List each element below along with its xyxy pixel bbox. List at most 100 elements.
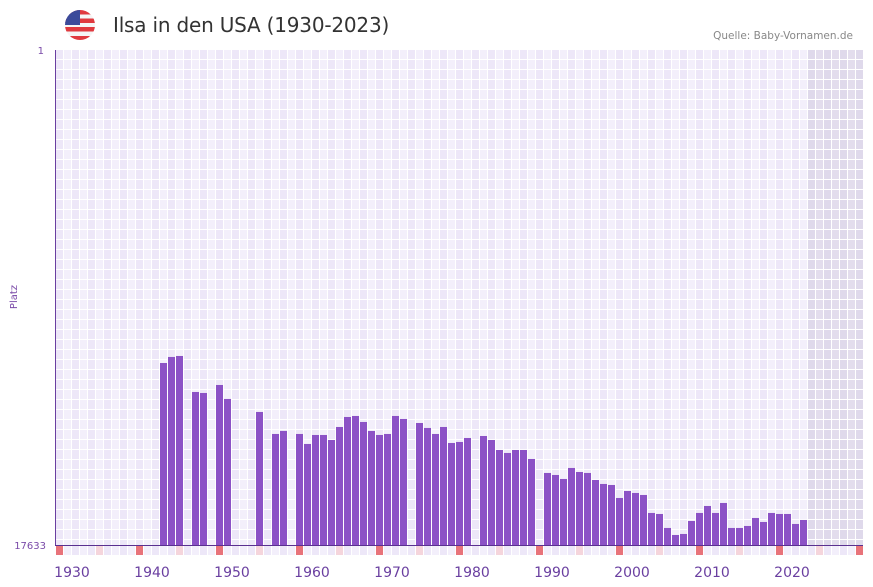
bar-1993[interactable]: 1993: 15281 <box>560 478 567 545</box>
bar-1995[interactable]: 1995: 15032 <box>576 471 583 545</box>
bar-2003[interactable]: 2003: 15851 <box>640 494 647 545</box>
bar-1943[interactable]: 1943: 11150 <box>160 362 167 545</box>
source-link[interactable]: Quelle: Baby-Vornamen.de <box>713 30 853 42</box>
bar-1968[interactable]: 1968: 13251 <box>360 421 367 545</box>
bar-2005[interactable]: 2005: 16528 <box>656 513 663 545</box>
bar-1966[interactable]: 1966: 13073 <box>344 416 351 545</box>
bar-1991[interactable]: 1991: 15067 <box>544 472 551 545</box>
bar-1967[interactable]: 1967: 13037 <box>352 415 359 545</box>
year-marker <box>184 546 191 555</box>
bar-2001[interactable]: 2001: 15709 <box>624 490 631 545</box>
bar-1983[interactable]: 1983: 13750 <box>480 435 487 545</box>
bar-1999[interactable]: 1999: 15495 <box>608 484 615 545</box>
year-marker <box>240 546 247 555</box>
bar-1979[interactable]: 1979: 13999 <box>448 442 455 545</box>
bar-1997[interactable]: 1997: 15317 <box>592 479 599 545</box>
bar-1985[interactable]: 1985: 14248 <box>496 449 503 545</box>
bar-2015[interactable]: 2015: 17026 <box>736 527 743 545</box>
bar-2008[interactable]: 2008: 17240 <box>680 533 687 545</box>
bar-2020[interactable]: 2020: 16528 <box>776 513 783 545</box>
bar-1978[interactable]: 1978: 13429 <box>440 426 447 545</box>
year-marker <box>504 546 511 555</box>
year-marker <box>96 546 103 555</box>
bars: 1943: 111501944: 109351945: 10900 1947: 1… <box>160 355 807 545</box>
bar-1975[interactable]: 1975: 13287 <box>416 422 423 545</box>
bar-1965[interactable]: 1965: 13429 <box>336 426 343 545</box>
bar-1970[interactable]: 1970: 13714 <box>376 434 383 545</box>
bar-1958[interactable]: 1958: 13571 <box>280 430 287 545</box>
bar-2002[interactable]: 2002: 15780 <box>632 492 639 545</box>
bar-1980[interactable]: 1980: 13963 <box>456 441 463 545</box>
bar-1955[interactable]: 1955: 12894 <box>256 411 263 545</box>
bar-1964[interactable]: 1964: 13892 <box>328 439 335 545</box>
x-tick-label: 1990 <box>534 565 570 581</box>
bar-2007[interactable]: 2007: 17276 <box>672 534 679 545</box>
year-marker <box>624 546 631 555</box>
bar-1988[interactable]: 1988: 14248 <box>520 449 527 545</box>
x-tick-label: 2020 <box>774 565 810 581</box>
bar-1986[interactable]: 1986: 14355 <box>504 452 511 545</box>
bar-2019[interactable]: 2019: 16492 <box>768 512 775 545</box>
bar-2022[interactable]: 2022: 16884 <box>792 523 799 545</box>
bar-1960[interactable]: 1960: 13678 <box>296 433 303 545</box>
bar-1963[interactable]: 1963: 13714 <box>320 434 327 545</box>
bar-1994[interactable]: 1994: 14889 <box>568 467 575 545</box>
bar-1981[interactable]: 1981: 13821 <box>464 437 471 545</box>
bar-1944[interactable]: 1944: 10935 <box>168 356 175 545</box>
bar-2013[interactable]: 2013: 16136 <box>720 502 727 545</box>
bar-1998[interactable]: 1998: 15459 <box>600 483 607 545</box>
bar-2016[interactable]: 2016: 16955 <box>744 525 751 545</box>
year-marker <box>448 546 455 555</box>
bar-2012[interactable]: 2012: 16492 <box>712 512 719 545</box>
bar-1961[interactable]: 1961: 14034 <box>304 443 311 545</box>
year-marker <box>528 546 535 555</box>
bar-2018[interactable]: 2018: 16813 <box>760 521 767 545</box>
year-marker <box>368 546 375 555</box>
bar-2017[interactable]: 2017: 16670 <box>752 517 759 545</box>
x-tick-label: 1930 <box>54 565 90 581</box>
bar-1945[interactable]: 1945: 10900 <box>176 355 183 545</box>
year-marker <box>656 546 663 555</box>
year-marker <box>800 546 807 555</box>
bar-2000[interactable]: 2000: 15958 <box>616 497 623 545</box>
chart-title: Ilsa in den USA (1930-2023) <box>113 13 390 37</box>
bar-1996[interactable]: 1996: 15067 <box>584 472 591 545</box>
year-marker <box>120 546 127 555</box>
bar-1950[interactable]: 1950: 11933 <box>216 384 223 545</box>
bar-1948[interactable]: 1948: 12218 <box>200 392 207 545</box>
year-marker <box>256 546 263 555</box>
bar-1951[interactable]: 1951: 12431 <box>224 398 231 545</box>
x-tick-label: 1960 <box>294 565 330 581</box>
bar-2009[interactable]: 2009: 16777 <box>688 520 695 545</box>
year-marker <box>616 546 623 555</box>
bar-1957[interactable]: 1957: 13678 <box>272 433 279 545</box>
bar-1977[interactable]: 1977: 13678 <box>432 433 439 545</box>
bar-2023[interactable]: 2023: 16741 <box>800 519 807 545</box>
year-marker <box>280 546 287 555</box>
bar-1962[interactable]: 1962: 13714 <box>312 434 319 545</box>
bar-1976[interactable]: 1976: 13464 <box>424 427 431 545</box>
year-marker <box>648 546 655 555</box>
bar-1972[interactable]: 1972: 13037 <box>392 415 399 545</box>
bar-2021[interactable]: 2021: 16528 <box>784 513 791 545</box>
bar-1971[interactable]: 1971: 13678 <box>384 433 391 545</box>
year-marker <box>496 546 503 555</box>
bar-2010[interactable]: 2010: 16492 <box>696 512 703 545</box>
bar-2014[interactable]: 2014: 17026 <box>728 527 735 545</box>
bar-1969[interactable]: 1969: 13571 <box>368 430 375 545</box>
year-marker <box>768 546 775 555</box>
bar-1989[interactable]: 1989: 14569 <box>528 458 535 545</box>
year-marker <box>304 546 311 555</box>
x-tick-label: 1940 <box>134 565 170 581</box>
bar-2011[interactable]: 2011: 16243 <box>704 505 711 545</box>
bar-1973[interactable]: 1973: 13144 <box>400 418 407 545</box>
bar-1987[interactable]: 1987: 14248 <box>512 449 519 545</box>
year-marker <box>400 546 407 555</box>
bar-1992[interactable]: 1992: 15139 <box>552 474 559 545</box>
bar-1947[interactable]: 1947: 12182 <box>192 391 199 545</box>
bar-1984[interactable]: 1984: 13892 <box>488 439 495 545</box>
bar-2006[interactable]: 2006: 17026 <box>664 527 671 545</box>
bar-2004[interactable]: 2004: 16492 <box>648 512 655 545</box>
year-marker <box>456 546 463 555</box>
